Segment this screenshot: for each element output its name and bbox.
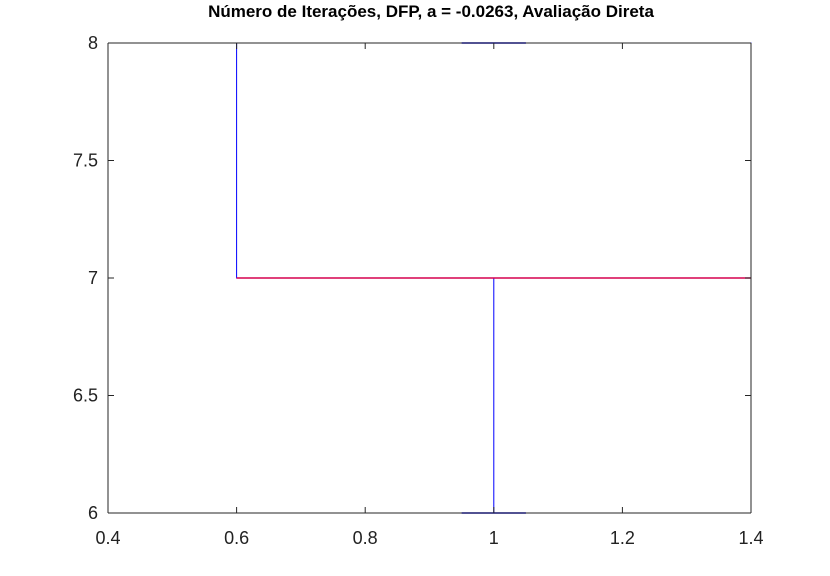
y-tick-label: 7	[88, 268, 98, 288]
x-tick-label: 0.8	[353, 528, 378, 548]
x-tick-label: 1.4	[738, 528, 763, 548]
y-tick-label: 8	[88, 33, 98, 53]
chart-title: Número de Iterações, DFP, a = -0.0263, A…	[208, 2, 654, 21]
x-tick-label: 0.4	[95, 528, 120, 548]
x-tick-label: 1.2	[610, 528, 635, 548]
y-tick-label: 6.5	[73, 386, 98, 406]
x-tick-label: 1	[489, 528, 499, 548]
y-tick-label: 7.5	[73, 151, 98, 171]
y-tick-label: 6	[88, 503, 98, 523]
x-tick-label: 0.6	[224, 528, 249, 548]
